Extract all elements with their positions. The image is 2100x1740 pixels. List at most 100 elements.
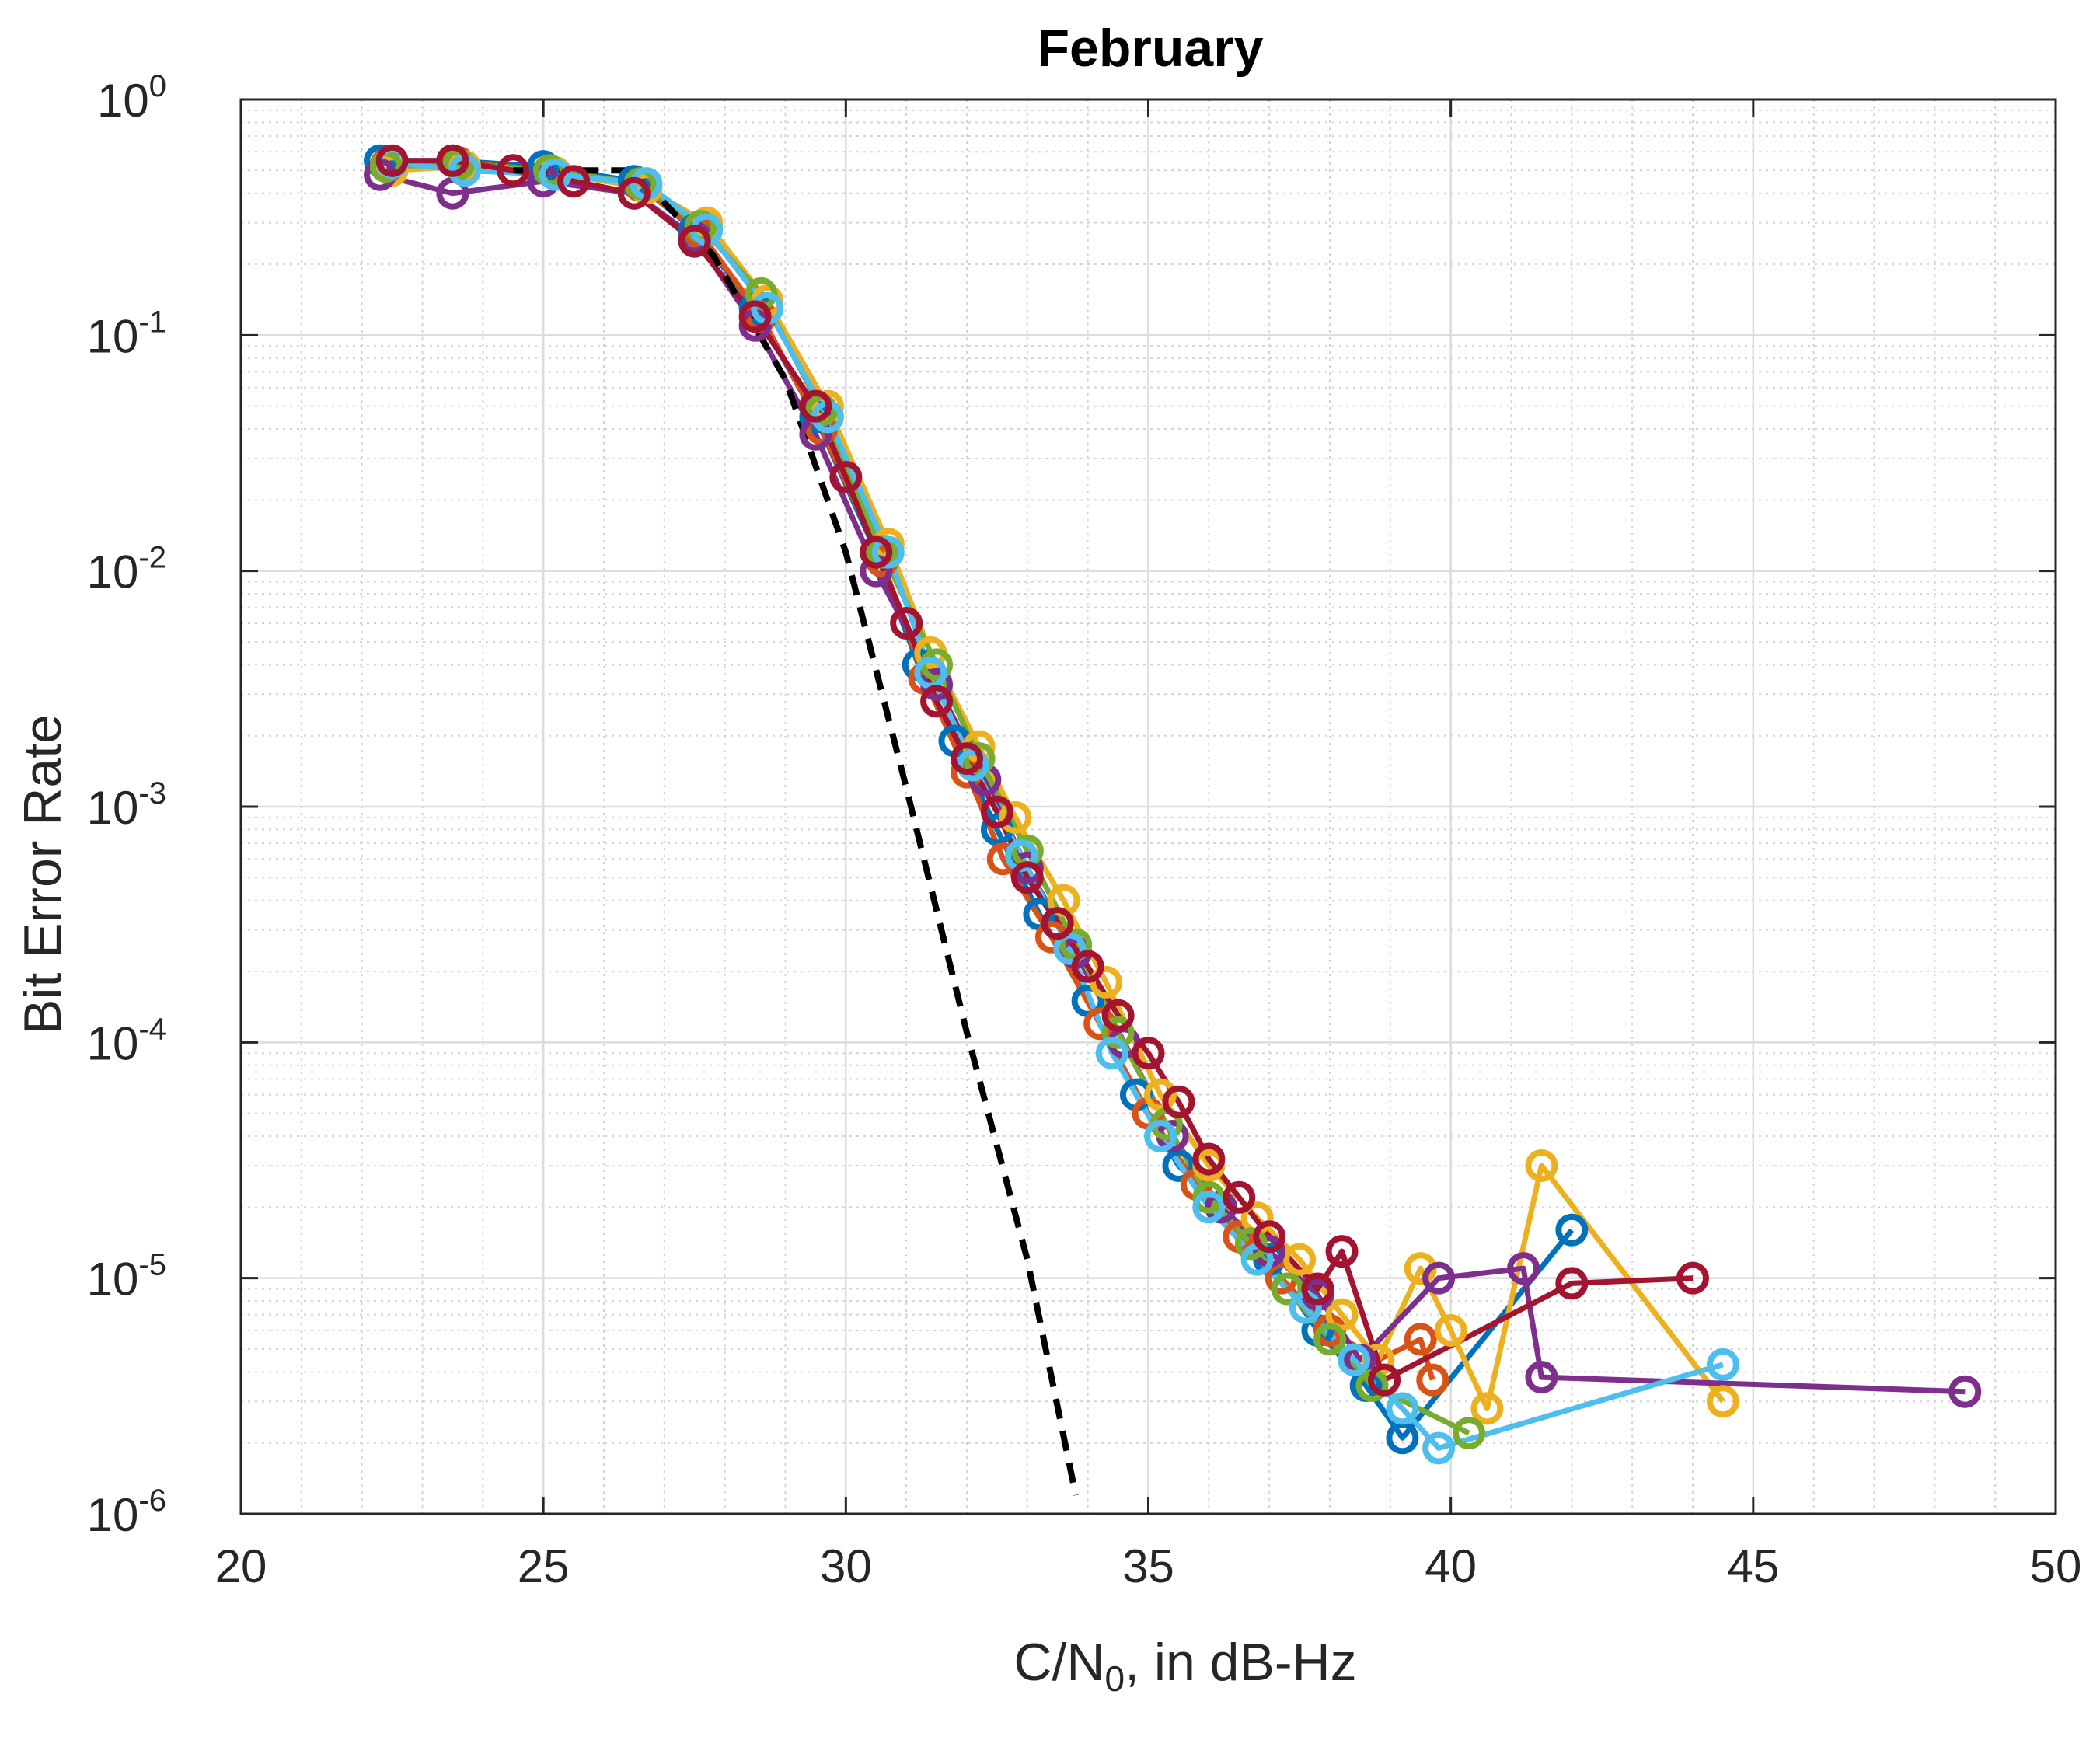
data-point — [1386, 1392, 1419, 1425]
data-point — [1706, 1385, 1739, 1418]
data-point — [1507, 1252, 1540, 1285]
y-tick-base: 10 — [97, 75, 149, 127]
data-point — [1301, 1272, 1334, 1306]
y-tick-exponent: -3 — [138, 776, 166, 811]
data-point — [1041, 907, 1074, 940]
axis-ticks — [239, 98, 2057, 1515]
data-point — [1192, 1142, 1226, 1176]
data-point — [1453, 1417, 1486, 1450]
data-point — [1948, 1375, 1982, 1408]
data-point — [557, 165, 591, 198]
data-point — [956, 748, 989, 782]
data-point — [1101, 1016, 1135, 1049]
data-point — [617, 176, 651, 210]
data-point — [436, 144, 469, 177]
data-point — [1283, 1243, 1317, 1276]
x-axis-label-sub: 0 — [1104, 1658, 1125, 1699]
data-point — [1253, 1220, 1286, 1254]
data-point — [1434, 1313, 1467, 1347]
data-point — [799, 389, 832, 423]
y-tick-label: 10-3 — [87, 776, 166, 834]
reference-curve — [513, 167, 1080, 1496]
data-point — [678, 225, 711, 258]
grid — [241, 99, 2056, 1514]
data-point — [1368, 1363, 1401, 1397]
x-tick-label: 20 — [215, 1540, 267, 1592]
data-point — [1422, 1431, 1456, 1465]
data-point — [890, 606, 923, 640]
data-point — [1271, 1272, 1304, 1306]
data-point — [1676, 1261, 1709, 1295]
y-tick-base: 10 — [87, 1254, 139, 1306]
data-point — [738, 300, 772, 333]
data-point — [1706, 1348, 1739, 1381]
series-7-points — [375, 144, 1709, 1397]
y-tick-exponent: -4 — [138, 1012, 166, 1046]
y-tick-label: 10-5 — [87, 1248, 166, 1306]
y-tick-base: 10 — [87, 782, 139, 834]
x-tick-label: 30 — [820, 1540, 872, 1592]
data-point — [1192, 1180, 1226, 1214]
data-point — [1071, 950, 1104, 983]
y-tick-base: 10 — [87, 546, 139, 598]
data-point — [1101, 999, 1135, 1032]
y-tick-exponent: -5 — [138, 1248, 166, 1282]
y-tick-label: 10-4 — [87, 1012, 166, 1069]
data-point — [1144, 1078, 1177, 1111]
data-point — [1234, 1227, 1268, 1261]
data-point — [497, 154, 530, 187]
data-marks-outside — [364, 144, 1982, 1465]
y-tick-exponent: 0 — [149, 69, 166, 103]
data-point — [1162, 1085, 1195, 1118]
y-tick-exponent: -6 — [138, 1484, 166, 1518]
data-point — [1053, 932, 1087, 965]
chart-title: February — [1038, 19, 1264, 78]
data-point — [375, 144, 409, 177]
data-point — [1162, 1149, 1195, 1182]
y-tick-label: 10-1 — [87, 305, 166, 362]
x-tick-label: 40 — [1425, 1540, 1477, 1592]
data-point — [951, 742, 983, 776]
data-point — [1325, 1235, 1359, 1268]
data-point — [1095, 1037, 1128, 1070]
data-point — [1192, 1191, 1226, 1224]
y-tick-label: 10-2 — [87, 541, 166, 598]
x-axis-label-main: C/N — [1013, 1633, 1104, 1692]
x-tick-label: 35 — [1122, 1540, 1174, 1592]
data-point — [1144, 1120, 1177, 1153]
data-point — [1470, 1392, 1504, 1425]
data-point — [1090, 965, 1123, 999]
data-point — [962, 742, 996, 776]
data-point — [1422, 1261, 1456, 1295]
data-point — [1313, 1323, 1346, 1356]
y-tick-base: 10 — [87, 1489, 139, 1541]
data-point — [1555, 1213, 1589, 1247]
data-point — [829, 460, 863, 493]
data-point — [914, 656, 947, 689]
data-point — [1525, 1149, 1558, 1182]
data-point — [871, 535, 905, 569]
data-point — [980, 795, 1013, 828]
data-point — [1525, 1361, 1558, 1394]
y-axis-label: Bit Error Rate — [13, 714, 72, 1034]
data-point — [1132, 1037, 1165, 1070]
data-point — [920, 685, 954, 718]
data-point — [1010, 861, 1044, 894]
y-tick-label: 10-6 — [87, 1484, 166, 1541]
y-tick-label: 100 — [97, 69, 166, 127]
data-point — [1223, 1180, 1256, 1214]
x-tick-label: 50 — [2030, 1540, 2082, 1592]
y-tick-exponent: -1 — [138, 305, 166, 339]
y-tick-base: 10 — [87, 1017, 139, 1069]
x-tick-label: 25 — [518, 1540, 570, 1592]
x-tick-label: 45 — [1727, 1540, 1779, 1592]
data-point — [1416, 1363, 1449, 1397]
data-point — [1404, 1323, 1437, 1356]
x-axis-label-suffix: , in dB-Hz — [1125, 1633, 1357, 1692]
x-axis-label: C/N0, in dB-Hz — [1013, 1633, 1356, 1699]
data-point — [1338, 1343, 1371, 1376]
y-tick-base: 10 — [87, 310, 139, 362]
data-point — [1555, 1267, 1589, 1300]
data-point — [860, 535, 893, 569]
